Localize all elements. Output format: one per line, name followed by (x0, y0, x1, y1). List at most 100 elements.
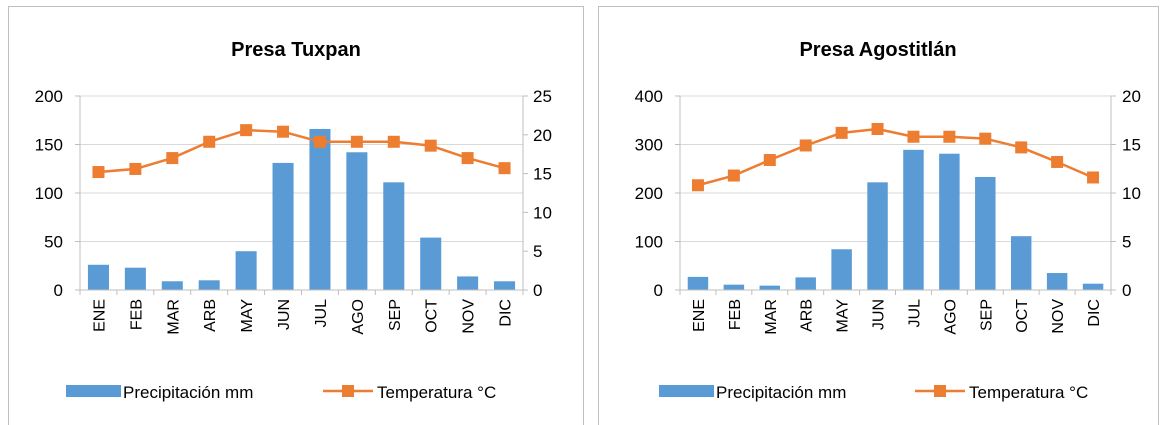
x-tick-label: ARB (202, 299, 219, 332)
temperature-marker (350, 135, 363, 148)
y-tick-label: 100 (35, 184, 63, 203)
x-tick-label: ARB (799, 299, 816, 332)
legend: Precipitación mm Temperatura °C (66, 383, 496, 402)
bar (831, 249, 852, 290)
x-tick-label: JUL (313, 299, 330, 328)
temperature-marker (1015, 141, 1028, 154)
temperature-marker (461, 152, 474, 165)
y-tick-label: 400 (635, 87, 663, 106)
chart-title: Presa Agostitlán (799, 39, 956, 61)
y-tick-label: 100 (635, 233, 663, 252)
x-tick-label: FEB (727, 299, 744, 330)
chart-svg: Presa Tuxpan 0 50 100 150 200 0 5 10 15 20 25 ENE FEB… (8, 6, 584, 425)
y2-tick-label: 15 (533, 165, 552, 184)
bar (687, 276, 709, 290)
chart-border (598, 6, 1159, 425)
x-tick-label: NOV (1050, 299, 1067, 334)
y2-tick-label: 0 (1122, 281, 1131, 300)
bar (383, 182, 405, 290)
y-tick-label: 200 (635, 184, 663, 203)
temperature-marker (313, 135, 326, 148)
legend-label-precip: Precipitación mm (716, 383, 846, 402)
legend: Precipitación mm Temperatura °C (659, 383, 1088, 402)
temperature-marker (1051, 155, 1064, 168)
legend-swatch-precip (66, 385, 121, 397)
legend-marker-temp (934, 385, 946, 397)
y2-tick-label: 20 (1122, 87, 1141, 106)
temperature-marker (387, 135, 400, 148)
temperature-marker (240, 124, 253, 137)
temperature-marker (424, 139, 437, 152)
temperature-marker (166, 152, 179, 165)
y-tick-label: 0 (54, 281, 63, 300)
x-tick-label: OCT (424, 299, 441, 333)
chart-svg: Presa Agostitlán 0 100 200 300 400 0 5 10 15 20 ENE… (598, 6, 1159, 425)
chart-panel-tuxpan: Presa Tuxpan 0 50 100 150 200 0 5 10 15 20 25 ENE FEB… (8, 6, 584, 425)
x-tick-label: AGO (350, 299, 367, 335)
bar (975, 176, 996, 290)
temperature-marker (277, 125, 290, 138)
x-tick-label: JUN (871, 299, 888, 330)
x-tick-label: MAR (763, 299, 780, 335)
bar (272, 162, 294, 290)
gridlines (80, 95, 523, 242)
bar (795, 277, 816, 290)
bar (759, 285, 781, 290)
bar (494, 281, 516, 290)
chart-border (8, 6, 584, 425)
y2-tick-label: 5 (533, 242, 542, 261)
y-tick-label: 200 (35, 87, 63, 106)
x-tick-label: MAY (835, 299, 852, 333)
y-tick-label: 50 (44, 233, 63, 252)
x-tick-label: NOV (461, 299, 478, 334)
temperature-marker (835, 126, 848, 139)
y2-tick-label: 15 (1122, 136, 1141, 155)
temperature-marker (799, 139, 812, 152)
bar (939, 153, 960, 290)
bar (457, 276, 479, 290)
bar (1082, 283, 1104, 290)
x-tick-label: MAR (165, 299, 182, 335)
temperature-line (98, 128, 505, 174)
bar (309, 128, 331, 290)
bar (1046, 273, 1068, 290)
y-tick-label: 150 (35, 136, 63, 155)
y2-tick-label: 20 (533, 126, 552, 145)
bar (420, 237, 442, 290)
x-tick-label: OCT (1014, 299, 1031, 333)
x-tick-label: JUN (276, 299, 293, 330)
bar (1010, 236, 1032, 290)
x-tick-label: FEB (128, 299, 145, 330)
chart-title: Presa Tuxpan (231, 39, 361, 61)
bar (198, 280, 220, 290)
temperature-marker (92, 166, 105, 179)
bar (235, 251, 257, 290)
x-tick-label: DIC (498, 299, 515, 327)
y2-tick-label: 25 (533, 87, 552, 106)
temperature-marker (203, 135, 216, 148)
bar (903, 149, 924, 290)
x-tick-label: AGO (942, 299, 959, 335)
temperature-marker (129, 162, 142, 175)
bar-series (87, 128, 516, 290)
y2-tick-label: 10 (1122, 184, 1141, 203)
x-tick-label: ENE (91, 299, 108, 332)
x-tick-label: SEP (978, 299, 995, 331)
legend-swatch-precip (659, 385, 714, 397)
temperature-marker (907, 130, 920, 143)
temperature-marker (871, 122, 884, 135)
bar (87, 264, 109, 290)
temperature-marker (691, 179, 704, 192)
legend-label-precip: Precipitación mm (123, 383, 253, 402)
y-tick-label: 300 (635, 136, 663, 155)
temperature-marker (979, 132, 992, 145)
temperature-marker (943, 130, 956, 143)
temperature-line (697, 127, 1094, 187)
x-tick-label: ENE (691, 299, 708, 332)
bar (346, 152, 368, 290)
chart-panel-agostitlan: Presa Agostitlán 0 100 200 300 400 0 5 10 15 20 ENE… (593, 0, 1166, 425)
y2-tick-label: 10 (533, 203, 552, 222)
temperature-marker (1087, 171, 1100, 184)
temperature-marker (727, 169, 740, 182)
gridlines (680, 95, 1111, 242)
